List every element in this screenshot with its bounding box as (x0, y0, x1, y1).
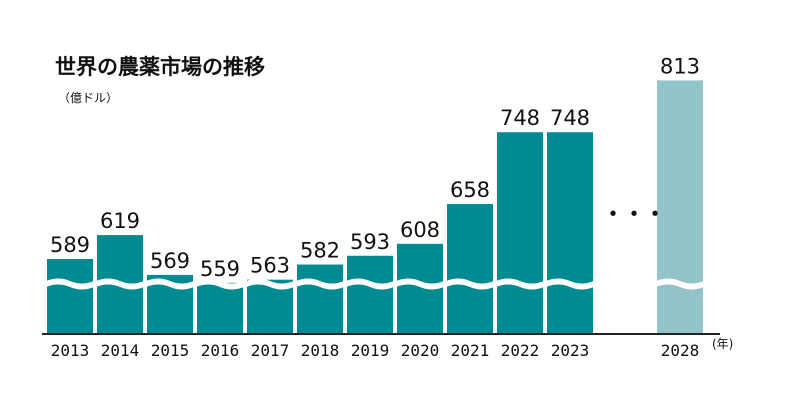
axis-break-mark-2028 (656, 278, 704, 290)
value-label-2014: 619 (100, 209, 140, 233)
year-label-2016: 2016 (201, 341, 240, 360)
value-label-2016: 559 (200, 257, 240, 281)
year-label-2028: 2028 (661, 341, 700, 360)
value-label-2018: 582 (300, 239, 340, 263)
value-label-2022: 748 (500, 106, 540, 130)
axis-break-mark-2016 (196, 278, 244, 290)
axis-break-mark-2015 (146, 278, 194, 290)
bar-2023 (547, 132, 593, 334)
year-label-2022: 2022 (501, 341, 540, 360)
bar-2016 (197, 282, 243, 334)
year-label-2023: 2023 (551, 341, 590, 360)
axis-break-mark-2013 (46, 278, 94, 290)
year-label-2014: 2014 (101, 341, 140, 360)
axis-break-mark-2022 (496, 278, 544, 290)
ellipsis-gap-indicator: ・・・ (603, 202, 666, 226)
axis-break-mark-2017 (246, 278, 294, 290)
bar-2022 (497, 132, 543, 334)
bar-2019 (347, 255, 393, 334)
year-label-2020: 2020 (401, 341, 440, 360)
value-label-2019: 593 (350, 230, 390, 254)
value-label-2017: 563 (250, 254, 290, 278)
axis-break-mark-2021 (446, 278, 494, 290)
unit-label: （億ドル） (58, 91, 118, 105)
value-label-2023: 748 (550, 106, 590, 130)
value-label-2028: 813 (660, 54, 700, 78)
year-label-2015: 2015 (151, 341, 190, 360)
year-label-2021: 2021 (451, 341, 490, 360)
axis-break-mark-2023 (546, 278, 594, 290)
bar-2018 (297, 264, 343, 334)
value-label-2015: 569 (150, 249, 190, 273)
bar-2021 (447, 203, 493, 334)
axis-break-mark-2014 (96, 278, 144, 290)
bar-2013 (47, 258, 93, 334)
x-unit-label: (年) (712, 337, 733, 351)
year-label-2019: 2019 (351, 341, 390, 360)
value-label-2013: 589 (50, 233, 90, 257)
year-label-2017: 2017 (251, 341, 290, 360)
value-label-2021: 658 (450, 178, 490, 202)
axis-break-mark-2019 (346, 278, 394, 290)
axis-break-mark-2020 (396, 278, 444, 290)
year-label-2018: 2018 (301, 341, 340, 360)
bar-2028 (657, 80, 703, 335)
chart-title: 世界の農薬市場の推移 (55, 55, 265, 79)
year-label-2013: 2013 (51, 341, 90, 360)
axis-break-mark-2018 (296, 278, 344, 290)
value-label-2020: 608 (400, 218, 440, 242)
